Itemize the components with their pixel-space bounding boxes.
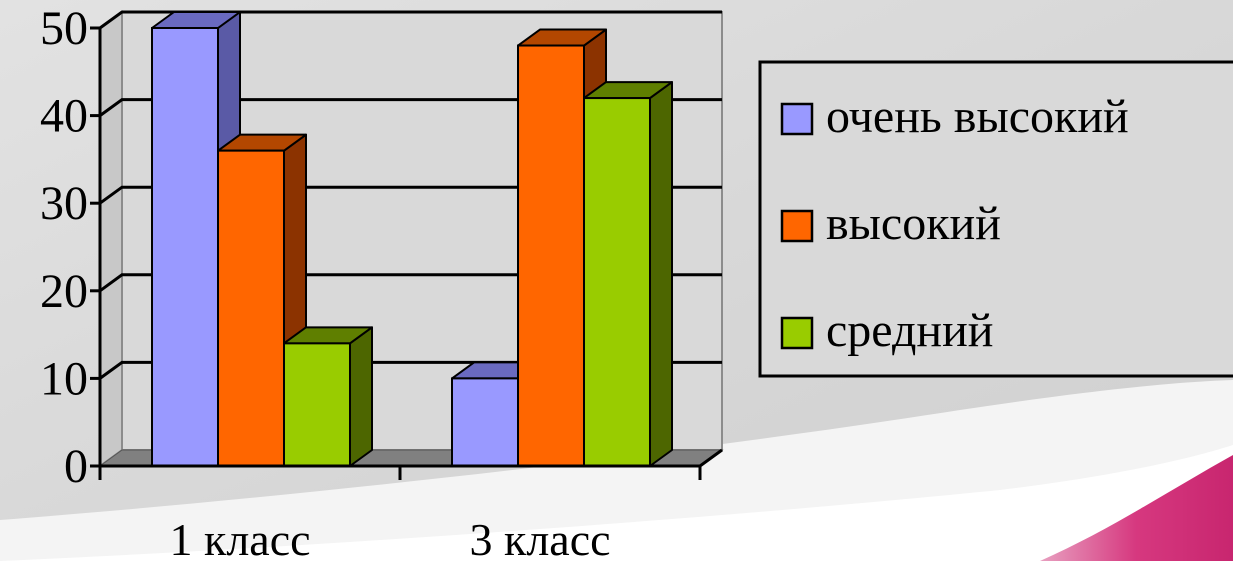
bar-side	[349, 326, 373, 467]
bar-front	[583, 97, 651, 468]
y-tick-label: 30	[40, 177, 88, 230]
x-category-label: 3 класс	[469, 514, 610, 561]
gridline-50	[99, 10, 722, 30]
y-axis-tick-labels: 0 10 20 30 40 50	[40, 2, 88, 493]
background-pink-accent	[1040, 455, 1233, 561]
bar-front	[217, 149, 285, 467]
chart-legend: очень высокий высокий средний	[758, 60, 1233, 378]
y-tick-label: 10	[40, 352, 88, 405]
legend-swatch-2	[780, 316, 814, 350]
legend-box	[758, 60, 1233, 378]
legend-label-0: очень высокий	[826, 90, 1129, 143]
chart-bars	[151, 11, 673, 468]
y-tick-label: 20	[40, 265, 88, 318]
y-tick-label: 40	[40, 90, 88, 143]
y-tick-label: 50	[40, 2, 88, 55]
bar-front	[517, 44, 585, 468]
chart-axes	[90, 26, 723, 480]
bar-front	[151, 27, 219, 467]
x-category-label: 1 класс	[169, 514, 310, 561]
x-axis-end	[699, 448, 723, 468]
legend-label-1: высокий	[826, 197, 1001, 250]
y-tick-label: 0	[64, 440, 88, 493]
background-swoosh-white	[0, 445, 1233, 561]
bar-front	[283, 342, 351, 467]
legend-swatch-1	[780, 209, 814, 243]
legend-label-2: средний	[826, 304, 993, 357]
bar-front	[451, 377, 519, 467]
side-wall	[99, 10, 123, 468]
bar-side	[649, 81, 673, 467]
bar-0-2	[283, 326, 373, 467]
x-axis-category-labels: 1 класс 3 класс	[169, 514, 610, 561]
legend-swatch-0	[780, 102, 814, 136]
bar-1-2	[583, 81, 673, 468]
